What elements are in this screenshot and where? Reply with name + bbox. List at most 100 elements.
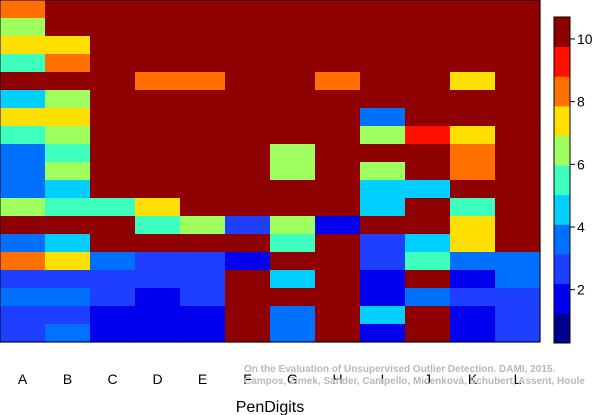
colorbar-tick-label: 8 [577, 94, 585, 110]
heatmap-cell [180, 54, 226, 73]
heatmap-cell [315, 324, 361, 343]
heatmap-cell [90, 252, 136, 271]
heatmap-cell [405, 144, 451, 163]
heatmap-cell [270, 216, 316, 235]
x-tick-label: A [18, 371, 28, 387]
heatmap-cell [135, 234, 181, 253]
colorbar-segment [554, 254, 570, 285]
heatmap-cell [180, 324, 226, 343]
heatmap-cell [360, 252, 406, 271]
heatmap-cell [360, 108, 406, 127]
heatmap-cell [315, 126, 361, 145]
x-tick-label: G [287, 371, 298, 387]
heatmap-cell [135, 36, 181, 55]
heatmap-cell [0, 54, 46, 73]
heatmap-cell [315, 36, 361, 55]
heatmap-cell [0, 18, 46, 37]
heatmap-cell [405, 324, 451, 343]
heatmap-cell [495, 198, 541, 217]
heatmap-cell [135, 288, 181, 307]
heatmap-cell [225, 198, 271, 217]
heatmap-cell [0, 108, 46, 127]
heatmap-cell [225, 324, 271, 343]
heatmap-cell [270, 144, 316, 163]
heatmap-cell [405, 126, 451, 145]
heatmap-cell [360, 162, 406, 181]
heatmap-cell [270, 288, 316, 307]
heatmap-cell [225, 216, 271, 235]
heatmap-cell [450, 216, 496, 235]
colorbar-segment [554, 46, 570, 77]
colorbar-segment [554, 283, 570, 314]
heatmap-cell [90, 234, 136, 253]
heatmap-cell [360, 126, 406, 145]
heatmap-cell [495, 162, 541, 181]
heatmap-cell [45, 252, 91, 271]
heatmap-cell [90, 162, 136, 181]
heatmap-cell [180, 126, 226, 145]
heatmap-cell [270, 18, 316, 37]
heatmap-cell [45, 72, 91, 91]
heatmap-cell [225, 234, 271, 253]
credit-line-1: On the Evaluation of Unsupervised Outlie… [244, 364, 555, 375]
heatmap-cell [405, 90, 451, 109]
colorbar-segment [554, 76, 570, 107]
heatmap-cell [45, 162, 91, 181]
heatmap-cell [495, 36, 541, 55]
heatmap-cell [405, 252, 451, 271]
heatmap-cell [405, 72, 451, 91]
heatmap-cell [405, 288, 451, 307]
heatmap-cell [495, 324, 541, 343]
credit-line-2: Campos, Zimek, Sander, Campello, Micenko… [244, 376, 585, 387]
colorbar-segment [554, 17, 570, 48]
heatmap-cell [360, 270, 406, 289]
heatmap-cell [90, 126, 136, 145]
heatmap-cell [495, 216, 541, 235]
x-tick-label: L [514, 371, 522, 387]
heatmap-cell [135, 162, 181, 181]
heatmap-cell [315, 72, 361, 91]
heatmap-cell [360, 72, 406, 91]
colorbar-segment [554, 105, 570, 136]
x-axis-label: PenDigits [236, 399, 304, 415]
heatmap-cell [0, 180, 46, 199]
heatmap-cell [360, 0, 406, 19]
heatmap-cell [45, 288, 91, 307]
heatmap-cell [180, 234, 226, 253]
heatmap-cell [180, 180, 226, 199]
heatmap-cell [90, 180, 136, 199]
heatmap-cell [405, 216, 451, 235]
heatmap-cell [180, 162, 226, 181]
heatmap-cell [90, 144, 136, 163]
heatmap-cell [450, 234, 496, 253]
heatmap-cell [90, 108, 136, 127]
heatmap-cell [315, 252, 361, 271]
heatmap-cell [0, 0, 46, 19]
heatmap-cell [405, 198, 451, 217]
heatmap-cell [0, 198, 46, 217]
heatmap-cell [270, 324, 316, 343]
x-tick-label: I [381, 371, 385, 387]
heatmap-cell [180, 18, 226, 37]
heatmap-cell [315, 162, 361, 181]
heatmap-cell [360, 18, 406, 37]
heatmap-cell [450, 288, 496, 307]
heatmap-cell [135, 324, 181, 343]
heatmap-cell [450, 252, 496, 271]
heatmap-cell [270, 0, 316, 19]
heatmap-cell [360, 180, 406, 199]
heatmap-cell [360, 216, 406, 235]
heatmap-cell [180, 0, 226, 19]
heatmap-cell [45, 126, 91, 145]
heatmap-cell [180, 108, 226, 127]
heatmap-cell [45, 234, 91, 253]
heatmap-cell [180, 72, 226, 91]
heatmap-cell [0, 324, 46, 343]
heatmap-cell [270, 108, 316, 127]
heatmap-cell [270, 36, 316, 55]
heatmap-cell [495, 0, 541, 19]
colorbar-tick-label: 4 [577, 219, 585, 235]
heatmap-cell [405, 36, 451, 55]
heatmap-cell [135, 54, 181, 73]
